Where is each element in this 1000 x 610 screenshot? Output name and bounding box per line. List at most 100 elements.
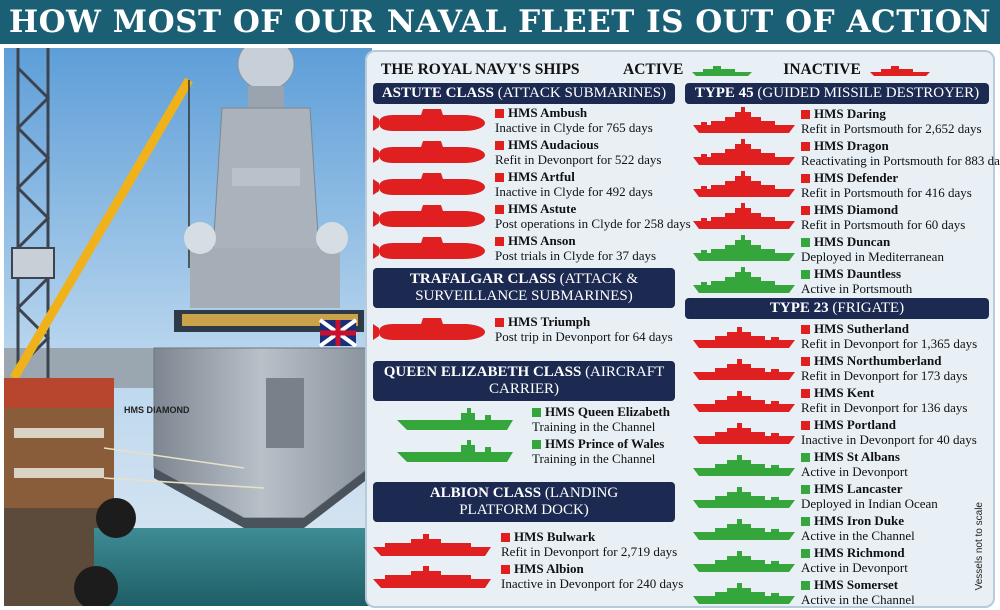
ship-name: HMS Defender: [814, 170, 899, 185]
ship-name: HMS Dragon: [814, 138, 889, 153]
class-name: TRAFALGAR CLASS: [409, 271, 556, 287]
ship-info: HMS St Albans Active in Devonport: [801, 449, 908, 479]
inactive-marker-icon: [801, 205, 810, 215]
lpd-silhouette-icon: [373, 534, 491, 556]
legend-inactive: INACTIVE: [783, 61, 931, 79]
ship-row: HMS Diamond Refit in Portsmouth for 60 da…: [691, 202, 991, 234]
ship-name: HMS Artful: [508, 169, 575, 184]
ship-info: HMS Anson Post trials in Clyde for 37 day…: [495, 233, 656, 263]
ship-info: HMS Ambush Inactive in Clyde for 765 days: [495, 105, 653, 135]
carrier-silhouette-icon: [397, 408, 513, 430]
ship-info: HMS Portland Inactive in Devonport for 40…: [801, 417, 977, 447]
ship-status: Deployed in Mediterranean: [801, 248, 944, 264]
ship-name: HMS Duncan: [814, 234, 891, 249]
legend-inactive-label: INACTIVE: [783, 61, 861, 78]
inactive-marker-icon: [801, 420, 810, 430]
ship-name: HMS Iron Duke: [814, 513, 905, 528]
active-marker-icon: [532, 407, 541, 417]
class-subtitle: (ATTACK SUBMARINES): [497, 85, 667, 101]
inactive-marker-icon: [801, 173, 810, 183]
class-name: TYPE 45: [694, 85, 754, 101]
frigate-silhouette-icon: [693, 583, 795, 604]
carrier-silhouette-icon: [397, 440, 513, 462]
class-name: TYPE 23: [769, 300, 829, 316]
ship-info: HMS Diamond Refit in Portsmouth for 60 da…: [801, 202, 965, 232]
ship-name: HMS St Albans: [814, 449, 900, 464]
ship-name: HMS Diamond: [814, 202, 899, 217]
ship-name: HMS Bulwark: [514, 529, 596, 544]
active-marker-icon: [801, 237, 810, 247]
inactive-marker-icon: [495, 236, 504, 246]
legend: THE ROYAL NAVY'S SHIPS ACTIVE INACTIVE: [375, 58, 990, 82]
legend-heading: THE ROYAL NAVY'S SHIPS: [381, 61, 580, 78]
frigate-silhouette-icon: [693, 327, 795, 348]
active-marker-icon: [801, 269, 810, 279]
ship-row: HMS Ambush Inactive in Clyde for 765 days: [371, 105, 676, 137]
class-subtitle-line2: SURVEILLANCE SUBMARINES): [415, 288, 633, 304]
ship-row: HMS Somerset Active in the Channel: [691, 577, 991, 609]
ship-info: HMS Prince of Wales Training in the Chann…: [532, 436, 665, 466]
class-subtitle: (ATTACK &: [559, 271, 639, 287]
ship-info: HMS Duncan Deployed in Mediterranean: [801, 234, 944, 264]
frigate-silhouette-icon: [693, 551, 795, 572]
ship-row: HMS Bulwark Refit in Devonport for 2,719 …: [371, 529, 678, 561]
ship-status: Active in the Channel: [801, 527, 915, 543]
ship-name: HMS Richmond: [814, 545, 905, 560]
class-header-queen-elizabeth: QUEEN ELIZABETH CLASS (AIRCRAFT CARRIER): [373, 361, 675, 401]
ship-status: Training in the Channel: [532, 450, 656, 466]
class-subtitle-line2: PLATFORM DOCK): [459, 502, 589, 518]
inactive-marker-icon: [501, 564, 510, 574]
ship-status: Refit in Devonport for 1,365 days: [801, 335, 978, 351]
frigate-silhouette-icon: [693, 391, 795, 412]
inactive-marker-icon: [501, 532, 510, 542]
ship-status: Active in the Channel: [801, 591, 915, 607]
sub-silhouette-icon: [373, 318, 485, 340]
ship-row: HMS Dragon Reactivating in Portsmouth for…: [691, 138, 1000, 170]
ship-status: Reactivating in Portsmouth for 883 days: [801, 152, 1000, 168]
destroyer-silhouette-icon: [693, 171, 795, 197]
ship-info: HMS Queen Elizabeth Training in the Chann…: [532, 404, 670, 434]
active-marker-icon: [801, 484, 810, 494]
legend-active: ACTIVE: [623, 61, 753, 79]
legend-active-label: ACTIVE: [623, 61, 684, 78]
inactive-marker-icon: [801, 324, 810, 334]
ship-status: Refit in Devonport for 173 days: [801, 367, 968, 383]
frigate-silhouette-icon: [693, 519, 795, 540]
ship-row: HMS Richmond Active in Devonport: [691, 545, 991, 577]
ship-info: HMS Iron Duke Active in the Channel: [801, 513, 915, 543]
ship-status: Refit in Portsmouth for 416 days: [801, 184, 972, 200]
ship-info: HMS Daring Refit in Portsmouth for 2,652 …: [801, 106, 982, 136]
inactive-marker-icon: [801, 109, 810, 119]
ship-name: HMS Prince of Wales: [545, 436, 665, 451]
active-marker-icon: [532, 439, 541, 449]
ship-row: HMS Duncan Deployed in Mediterranean: [691, 234, 991, 266]
ship-name: HMS Portland: [814, 417, 896, 432]
ship-status: Refit in Devonport for 2,719 days: [501, 543, 678, 559]
ship-row: HMS Northumberland Refit in Devonport for…: [691, 353, 991, 385]
active-ship-icon: [692, 66, 753, 76]
sub-silhouette-icon: [373, 205, 485, 227]
ship-status: Active in Portsmouth: [801, 280, 913, 296]
ship-row: HMS Anson Post trials in Clyde for 37 day…: [371, 233, 676, 265]
active-marker-icon: [801, 452, 810, 462]
sub-silhouette-icon: [373, 237, 485, 259]
ship-row: HMS Kent Refit in Devonport for 136 days: [691, 385, 991, 417]
sub-silhouette-icon: [373, 173, 485, 195]
sub-silhouette-icon: [373, 141, 485, 163]
ship-info: HMS Kent Refit in Devonport for 136 days: [801, 385, 967, 415]
ship-info: HMS Albion Inactive in Devonport for 240 …: [501, 561, 683, 591]
class-header-astute: ASTUTE CLASS (ATTACK SUBMARINES): [373, 83, 675, 104]
inactive-marker-icon: [801, 388, 810, 398]
ship-info: HMS Lancaster Deployed in Indian Ocean: [801, 481, 938, 511]
sub-silhouette-icon: [373, 109, 485, 131]
ship-info: HMS Defender Refit in Portsmouth for 416 …: [801, 170, 972, 200]
ship-row: HMS Audacious Refit in Devonport for 522 …: [371, 137, 676, 169]
destroyer-silhouette-icon: [693, 139, 795, 165]
active-marker-icon: [801, 516, 810, 526]
ship-info: HMS Sutherland Refit in Devonport for 1,3…: [801, 321, 978, 351]
ship-name: HMS Dauntless: [814, 266, 902, 281]
inactive-marker-icon: [495, 108, 504, 118]
ship-status: Training in the Channel: [532, 418, 656, 434]
ship-name: HMS Northumberland: [814, 353, 942, 368]
destroyer-silhouette-icon: [693, 203, 795, 229]
